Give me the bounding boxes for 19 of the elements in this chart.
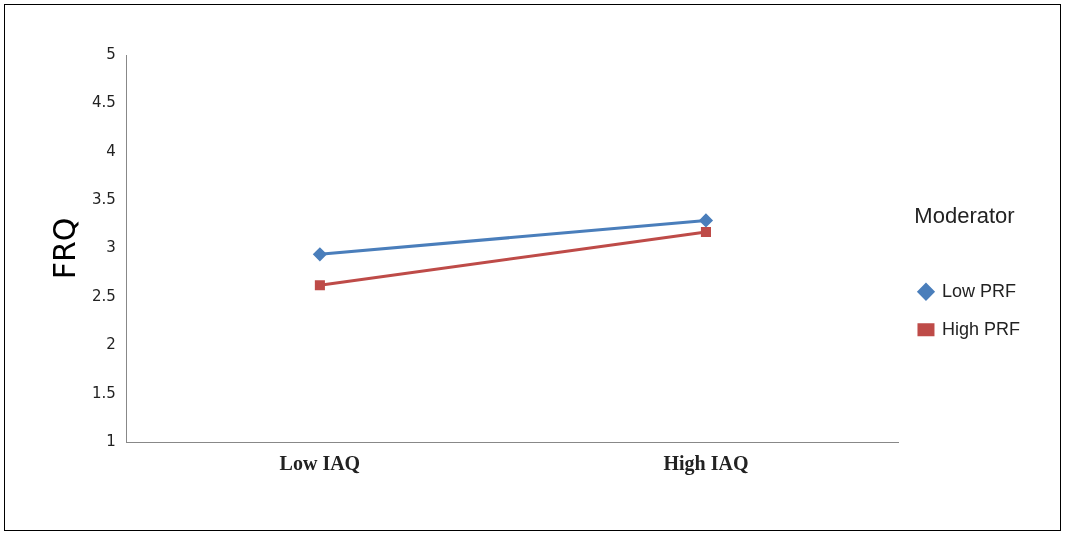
x-tick-label: High IAQ (663, 452, 749, 476)
point (314, 280, 325, 291)
legend-title: Moderator (914, 203, 1015, 229)
point (699, 213, 713, 227)
y-tick-label: 5 (106, 44, 116, 63)
legend-label: Low PRF (941, 280, 1017, 301)
y-tick-label: 1.5 (92, 383, 116, 402)
legend-label: High PRF (941, 318, 1021, 339)
y-tick-label: 3 (106, 238, 116, 257)
y-tick-label: 1 (106, 431, 116, 450)
x-tick-label: Low IAQ (279, 452, 361, 475)
y-tick-label: 4.5 (92, 93, 116, 112)
y-tick-label: 3.5 (92, 190, 116, 209)
y-tick-label: 2 (106, 335, 116, 354)
y-axis-title: FRQ (46, 217, 82, 280)
y-tick-label: 2.5 (92, 286, 116, 305)
point (313, 247, 327, 261)
y-tick-label: 4 (106, 141, 116, 160)
point (700, 227, 711, 238)
